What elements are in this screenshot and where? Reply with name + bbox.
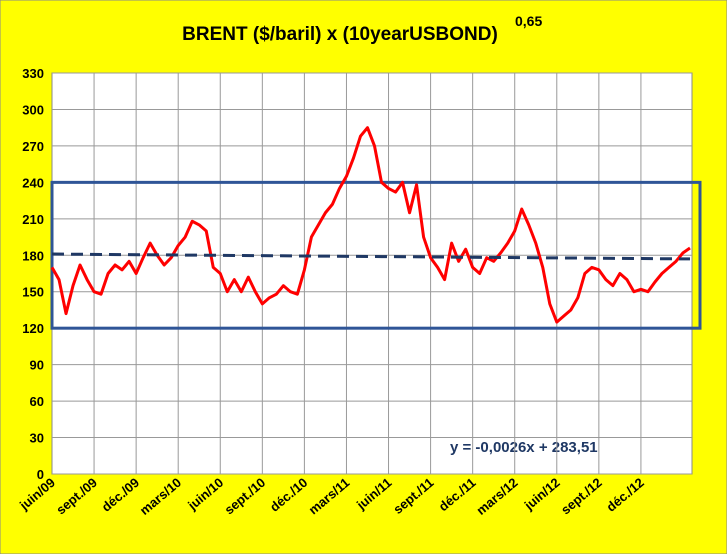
y-tick-label: 330 [22, 66, 44, 81]
data-line [50, 126, 691, 324]
y-tick-label: 150 [22, 285, 44, 300]
y-tick-label: 240 [22, 175, 44, 190]
chart-title: BRENT ($/baril) x (10yearUSBOND) [182, 24, 498, 45]
y-tick-label: 90 [30, 358, 44, 373]
y-tick-label: 120 [22, 321, 44, 336]
y-tick-label: 60 [30, 394, 44, 409]
annotation: y = -0,0026x + 283,51 [450, 439, 598, 456]
y-tick-label: 0 [37, 467, 44, 482]
y-tick-label: 270 [22, 139, 44, 154]
y-tick-label: 210 [22, 212, 44, 227]
y-tick-label: 300 [22, 102, 44, 117]
y-tick-label: 180 [22, 248, 44, 263]
plot-area [51, 72, 693, 475]
y-tick-label: 30 [30, 431, 44, 446]
title-superscript: 0,65 [515, 13, 542, 29]
trend-line [51, 252, 691, 261]
